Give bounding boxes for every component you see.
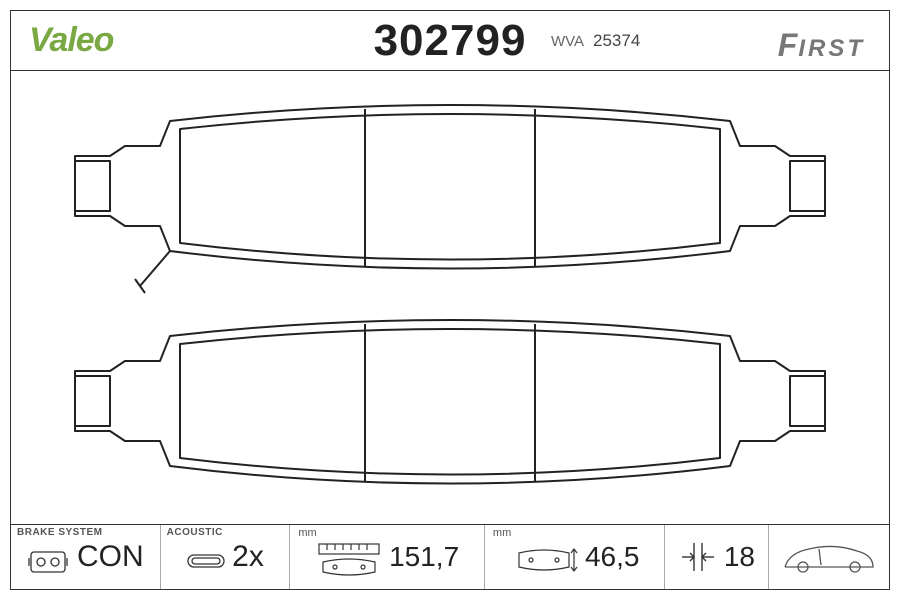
brake-pad-upper xyxy=(70,101,830,296)
spec-value: 46,5 xyxy=(585,541,640,573)
spec-unit: mm xyxy=(298,527,316,539)
car-icon xyxy=(779,537,879,577)
spec-value: 18 xyxy=(724,541,755,573)
spec-length: mm 151,7 xyxy=(290,525,485,589)
diagram-area xyxy=(11,71,889,526)
spec-value: 2x xyxy=(232,540,264,574)
length-icon xyxy=(315,542,383,578)
height-icon xyxy=(509,543,579,577)
spec-title: ACOUSTIC xyxy=(167,527,223,538)
spec-brake-system: BRAKE SYSTEM CON xyxy=(11,525,161,589)
spec-bar: BRAKE SYSTEM CON ACOUSTIC 2x xyxy=(11,524,889,589)
part-number: 302799 xyxy=(374,16,527,66)
caliper-icon xyxy=(27,544,71,578)
clip-icon xyxy=(186,551,226,571)
spec-vehicle xyxy=(769,525,889,589)
drawing-frame: Valeo 302799 WVA 25374 FIRST xyxy=(10,10,890,590)
spec-acoustic: ACOUSTIC 2x xyxy=(161,525,291,589)
spec-thickness: 18 xyxy=(665,525,770,589)
brand-logo: Valeo xyxy=(29,21,113,60)
wva-label: WVA xyxy=(551,33,584,50)
wva-code: 25374 xyxy=(593,31,640,51)
brake-pad-lower xyxy=(70,316,830,511)
spec-unit: mm xyxy=(493,527,511,539)
spec-height: mm 46,5 xyxy=(485,525,665,589)
spec-value: CON xyxy=(77,540,144,574)
product-line-logo: FIRST xyxy=(778,27,865,64)
spec-title: BRAKE SYSTEM xyxy=(17,527,102,538)
header-bar: Valeo 302799 WVA 25374 FIRST xyxy=(11,11,889,71)
thickness-icon xyxy=(678,539,718,575)
spec-value: 151,7 xyxy=(389,541,459,573)
